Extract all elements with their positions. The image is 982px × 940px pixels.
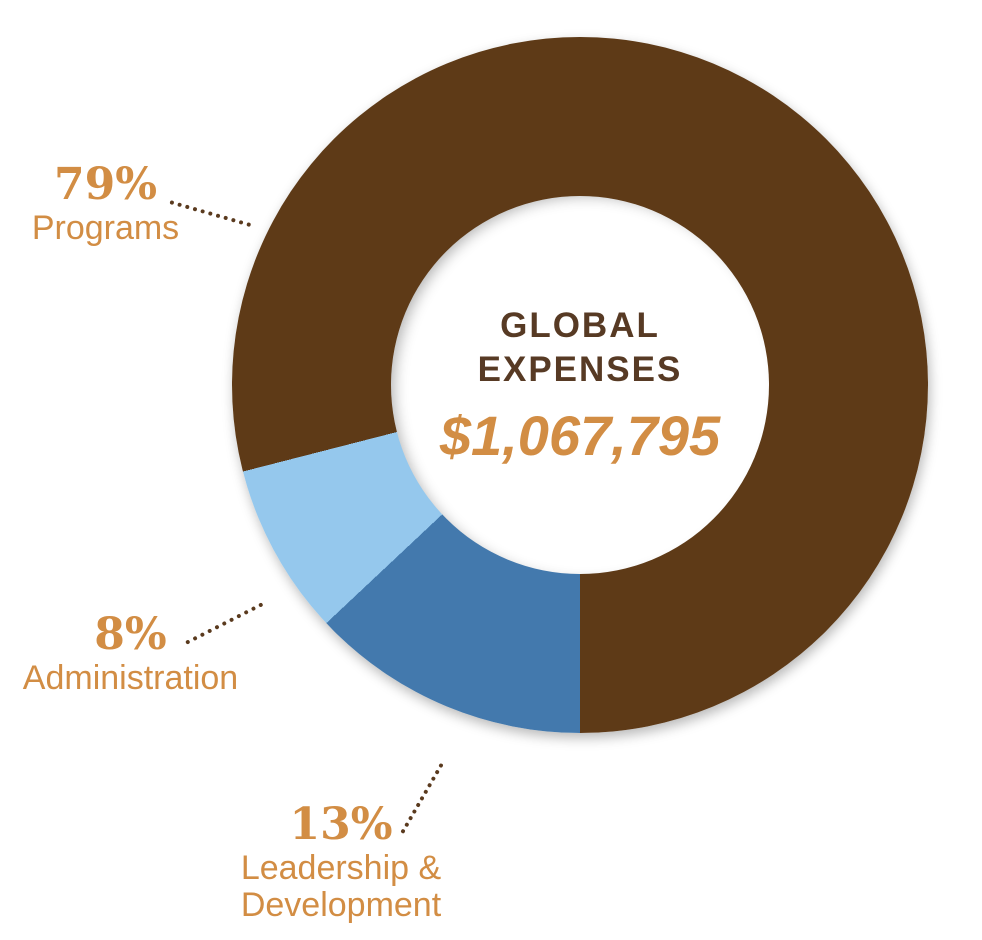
center-title-line1: GLOBAL (500, 306, 660, 345)
leadership-name: Leadership & Development (240, 849, 442, 924)
administration-name: Administration (22, 659, 239, 697)
donut-hole: GLOBAL EXPENSES $1,067,795 (391, 196, 769, 574)
center-title-line2: EXPENSES (477, 350, 683, 389)
label-administration: 8% Administration (8, 610, 253, 697)
label-programs: 79% Programs (8, 160, 203, 247)
center-title: GLOBAL EXPENSES (478, 304, 683, 392)
center-total-value: $1,067,795 (439, 404, 721, 467)
leadership-percent: 13% (289, 799, 393, 850)
programs-name: Programs (31, 209, 180, 247)
label-leadership-development: 13% Leadership & Development (216, 800, 466, 924)
programs-percent: 79% (53, 159, 158, 210)
donut-ring: GLOBAL EXPENSES $1,067,795 (232, 37, 928, 733)
administration-percent: 8% (94, 609, 167, 660)
